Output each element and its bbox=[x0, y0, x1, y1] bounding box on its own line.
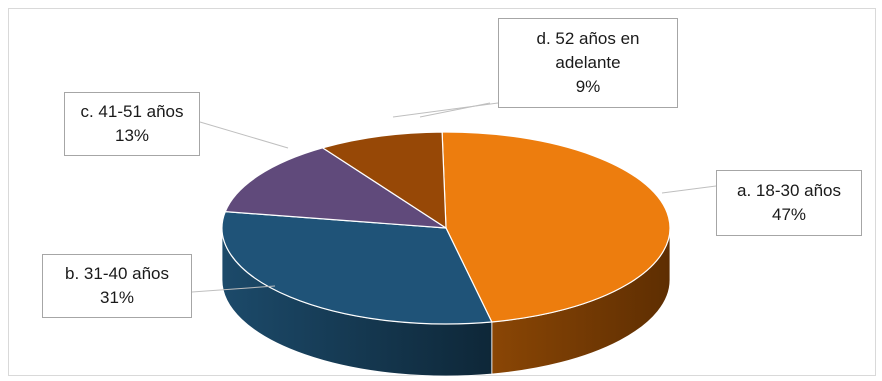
data-label-a-category: a. 18-30 años bbox=[737, 181, 841, 200]
data-label-a-percent: 47% bbox=[771, 205, 807, 224]
leader-line-d-secondary bbox=[419, 102, 491, 118]
data-label-c-category: c. 41-51 años bbox=[80, 102, 184, 121]
data-label-d: d. 52 años en adelante 9% bbox=[498, 18, 678, 108]
leader-line-a bbox=[661, 185, 717, 194]
pie-slice-c bbox=[224, 147, 447, 229]
data-label-d-percent: 9% bbox=[575, 77, 601, 96]
data-label-d-category-line2: adelante bbox=[555, 53, 621, 72]
data-label-c: c. 41-51 años 13% bbox=[64, 92, 200, 156]
pie-slice-a bbox=[441, 131, 671, 323]
pie-slice-b bbox=[221, 211, 493, 325]
leader-line-d bbox=[392, 102, 499, 118]
pie-slice-d bbox=[322, 131, 447, 229]
leader-line-b bbox=[191, 285, 276, 293]
data-label-b-category: b. 31-40 años bbox=[65, 264, 169, 283]
data-label-d-category-line1: d. 52 años en bbox=[536, 29, 640, 48]
data-label-c-percent: 13% bbox=[114, 126, 150, 145]
data-label-a: a. 18-30 años 47% bbox=[716, 170, 862, 236]
data-label-b-percent: 31% bbox=[99, 288, 135, 307]
leader-line-c bbox=[199, 121, 289, 149]
data-label-b: b. 31-40 años 31% bbox=[42, 254, 192, 318]
